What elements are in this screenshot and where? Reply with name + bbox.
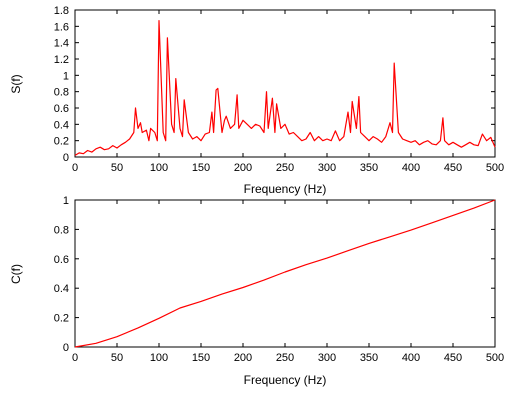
cumulative-xtick-label: 150 [192, 352, 210, 364]
spectrum-ytick-label: 1.8 [54, 5, 69, 17]
spectrum-xtick-label: 150 [192, 162, 210, 174]
spectrum-xtick-label: 0 [72, 162, 78, 174]
spectrum-plot-frame [75, 10, 495, 157]
spectrum-ytick-label: 1.6 [54, 21, 69, 33]
cumulative-ytick-label: 0.4 [54, 283, 69, 295]
spectrum-ytick-label: 1.2 [54, 54, 69, 66]
cumulative-ylabel: C(f) [9, 264, 23, 284]
cumulative-xtick-label: 350 [360, 352, 378, 364]
cumulative-xlabel: Frequency (Hz) [244, 373, 327, 387]
cumulative-series-line [75, 200, 495, 347]
spectrum-xtick-label: 50 [111, 162, 123, 174]
spectrum-ylabel: S(f) [9, 74, 23, 93]
spectrum-xtick-label: 350 [360, 162, 378, 174]
spectrum-ytick-label: 0.2 [54, 136, 69, 148]
cumulative-ytick-label: 0.8 [54, 224, 69, 236]
cumulative-ytick-label: 0 [63, 342, 69, 354]
cumulative-chart: 0 50 100 150 200 250 300 350 400 450 500 0 0.2 0.4 0.6… [9, 195, 504, 387]
cumulative-ytick-label: 0.2 [54, 313, 69, 325]
spectrum-xtick-label: 400 [402, 162, 420, 174]
cumulative-xtick-label: 400 [402, 352, 420, 364]
spectrum-ticks: 0 50 100 150 200 250 300 350 400 450 500 0 0.2 0.4 0.6… [54, 5, 504, 174]
spectrum-xtick-label: 500 [486, 162, 504, 174]
spectrum-ytick-label: 0.4 [54, 119, 69, 131]
cumulative-ytick-label: 0.6 [54, 254, 69, 266]
spectrum-ytick-label: 0.8 [54, 87, 69, 99]
spectrum-ytick-label: 0.6 [54, 103, 69, 115]
spectrum-xtick-label: 100 [150, 162, 168, 174]
cumulative-xtick-label: 250 [276, 352, 294, 364]
spectrum-ytick-label: 1.4 [54, 38, 69, 50]
spectrum-series-line [75, 21, 495, 156]
spectrum-xtick-label: 450 [444, 162, 462, 174]
cumulative-xtick-label: 300 [318, 352, 336, 364]
cumulative-xtick-label: 500 [486, 352, 504, 364]
spectrum-xtick-label: 200 [234, 162, 252, 174]
spectrum-xtick-label: 300 [318, 162, 336, 174]
spectrum-ytick-label: 0 [63, 152, 69, 164]
cumulative-xtick-label: 0 [72, 352, 78, 364]
cumulative-xtick-label: 200 [234, 352, 252, 364]
spectrum-series [75, 21, 495, 156]
cumulative-series [75, 200, 495, 347]
spectrum-xlabel: Frequency (Hz) [244, 182, 327, 196]
cumulative-xtick-label: 100 [150, 352, 168, 364]
spectrum-chart: 0 50 100 150 200 250 300 350 400 450 500 0 0.2 0.4 0.6… [9, 5, 504, 196]
cumulative-xtick-label: 50 [111, 352, 123, 364]
cumulative-xtick-label: 450 [444, 352, 462, 364]
cumulative-ytick-label: 1 [63, 195, 69, 207]
spectrum-ytick-label: 1 [63, 70, 69, 82]
cumulative-plot-frame [75, 200, 495, 347]
cumulative-ticks: 0 50 100 150 200 250 300 350 400 450 500 0 0.2 0.4 0.6… [54, 195, 504, 364]
spectrum-xtick-label: 250 [276, 162, 294, 174]
